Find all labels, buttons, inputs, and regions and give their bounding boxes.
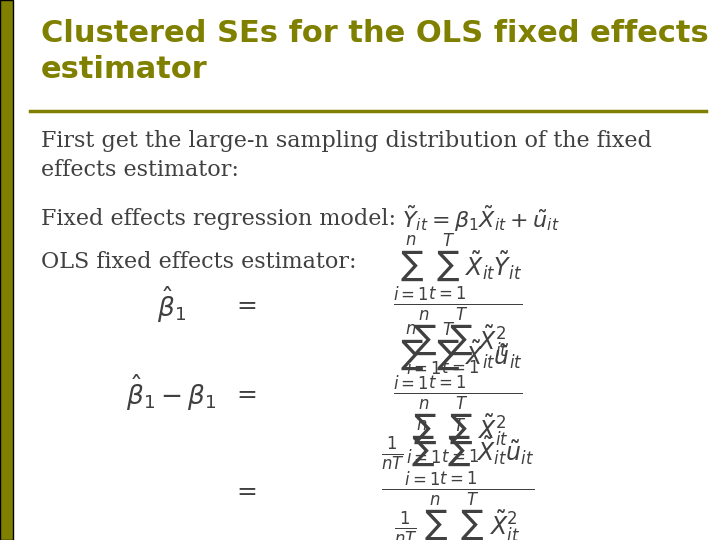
Text: OLS fixed effects estimator:: OLS fixed effects estimator:: [41, 252, 356, 273]
Text: $\dfrac{\frac{1}{nT}\sum_{i=1}^{n}\sum_{t=1}^{T} \tilde{X}_{it}\tilde{u}_{it}}{\: $\dfrac{\frac{1}{nT}\sum_{i=1}^{n}\sum_{…: [381, 417, 535, 540]
Text: Clustered SEs for the OLS fixed effects
estimator: Clustered SEs for the OLS fixed effects …: [41, 18, 708, 84]
Text: $\hat{\beta}_1 - \beta_1$: $\hat{\beta}_1 - \beta_1$: [126, 373, 217, 413]
Text: $=$: $=$: [233, 477, 258, 502]
Text: Fixed effects regression model:: Fixed effects regression model:: [41, 207, 396, 230]
Text: $\tilde{Y}_{it} = \beta_1 \tilde{X}_{it} + \tilde{u}_{it}$: $\tilde{Y}_{it} = \beta_1 \tilde{X}_{it}…: [402, 204, 560, 234]
Text: $=$: $=$: [233, 381, 258, 405]
Text: $\dfrac{\sum_{i=1}^{n}\sum_{t=1}^{T} \tilde{X}_{it}\tilde{u}_{it}}{\sum_{i=1}^{n: $\dfrac{\sum_{i=1}^{n}\sum_{t=1}^{T} \ti…: [393, 320, 523, 465]
Text: $\dfrac{\sum_{i=1}^{n}\sum_{t=1}^{T} \tilde{X}_{it}\tilde{Y}_{it}}{\sum_{i=1}^{n: $\dfrac{\sum_{i=1}^{n}\sum_{t=1}^{T} \ti…: [393, 232, 523, 377]
Text: $\hat{\beta}_1$: $\hat{\beta}_1$: [157, 284, 186, 325]
Text: First get the large-n sampling distribution of the fixed
effects estimator:: First get the large-n sampling distribut…: [41, 130, 652, 181]
Text: $=$: $=$: [233, 292, 258, 316]
